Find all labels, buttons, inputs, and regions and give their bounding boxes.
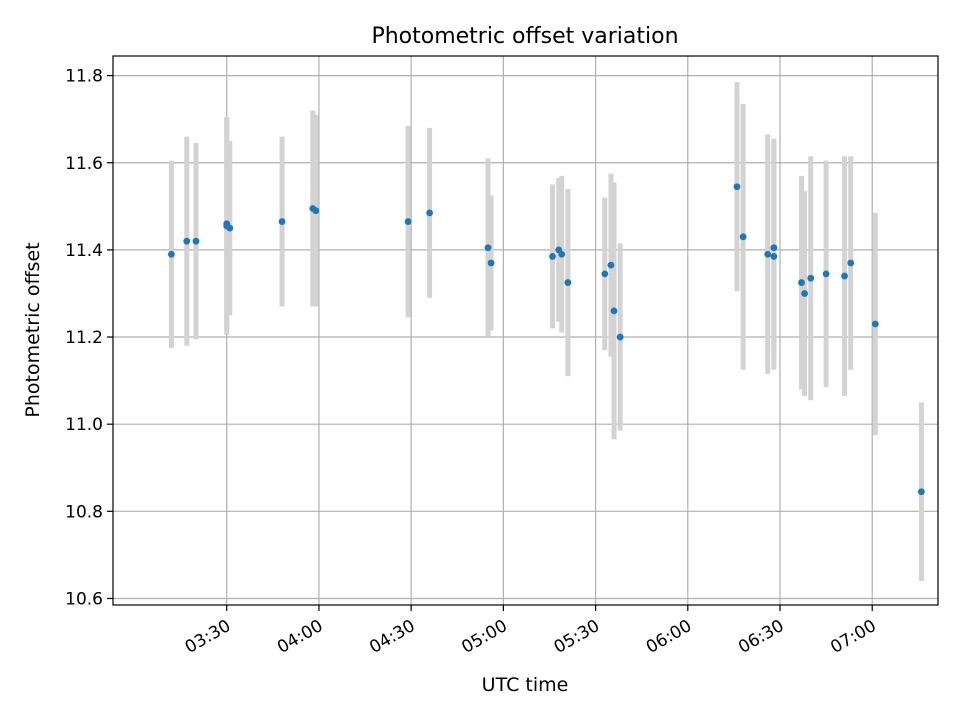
data-point xyxy=(871,320,879,328)
y-tick-label: 11.6 xyxy=(65,154,103,174)
data-point xyxy=(278,218,286,225)
data-point xyxy=(558,250,566,258)
data-point xyxy=(847,259,855,267)
data-point xyxy=(607,261,615,269)
y-tick-label: 11.2 xyxy=(65,328,103,348)
data-point xyxy=(798,279,805,286)
data-point xyxy=(226,224,234,232)
data-point xyxy=(192,237,200,245)
data-point xyxy=(610,307,618,315)
data-point xyxy=(168,250,175,258)
data-point xyxy=(312,207,320,215)
data-point xyxy=(770,253,778,260)
point-layer xyxy=(168,183,925,496)
data-point xyxy=(764,250,772,258)
y-tick-label: 11.4 xyxy=(65,241,103,261)
data-point xyxy=(549,253,556,260)
data-point xyxy=(807,274,815,282)
data-point xyxy=(484,244,492,252)
data-point xyxy=(739,233,747,241)
y-tick-label: 10.6 xyxy=(65,589,103,609)
data-point xyxy=(822,270,830,278)
data-point xyxy=(426,209,433,217)
data-point xyxy=(733,183,741,191)
data-point xyxy=(564,279,572,286)
data-point xyxy=(801,290,808,297)
y-tick-label: 11.0 xyxy=(65,415,103,435)
data-point xyxy=(918,488,925,496)
plot-frame xyxy=(112,55,939,606)
x-axis-label: UTC time xyxy=(482,674,569,696)
y-axis-label: Photometric offset xyxy=(22,242,44,417)
data-point xyxy=(601,270,609,278)
y-tick-label: 11.8 xyxy=(65,67,103,87)
y-axis-ticks: 10.6 10.8 11.0 11.2 11.4 11.6 11.8 xyxy=(65,67,113,609)
y-tick-label: 10.8 xyxy=(65,502,103,522)
data-point xyxy=(404,218,412,225)
data-point xyxy=(487,259,495,267)
data-point xyxy=(770,244,778,252)
chart-title: Photometric offset variation xyxy=(371,24,678,49)
data-point xyxy=(841,272,848,280)
data-point xyxy=(183,237,191,245)
data-point xyxy=(616,333,624,341)
